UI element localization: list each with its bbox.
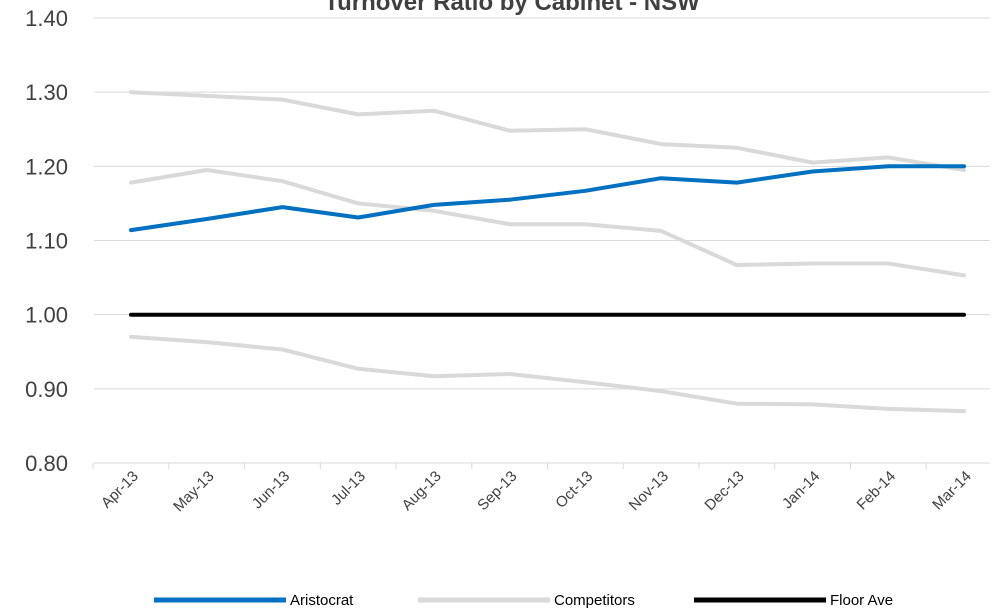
chart-title: Turnover Ratio by Cabinet - NSW bbox=[324, 0, 700, 16]
x-axis: Apr-13 May-13 Jun-13 Jul-13 Aug-13 Sep-13 Oct-… bbox=[92, 462, 990, 515]
x-tick-label: Jul-13 bbox=[328, 468, 369, 509]
y-tick-label: 1.40 bbox=[25, 6, 68, 31]
legend-label-floor-ave: Floor Ave bbox=[830, 592, 893, 609]
series-lines bbox=[129, 90, 966, 414]
x-tick-label: Oct-13 bbox=[552, 468, 596, 512]
x-tick-label: Mar-14 bbox=[929, 468, 975, 514]
series-line-competitors bbox=[129, 168, 966, 278]
x-tick-label: Apr-13 bbox=[98, 468, 142, 512]
series-line-competitors bbox=[129, 334, 966, 414]
y-tick-label: 0.90 bbox=[25, 377, 68, 402]
y-axis-tick-labels: 0.80 0.90 1.00 1.10 1.20 1.30 1.40 bbox=[25, 6, 68, 476]
x-tick-label: Feb-14 bbox=[853, 468, 899, 514]
x-tick-label: May-13 bbox=[170, 468, 217, 515]
series-line-aristocrat bbox=[129, 164, 966, 233]
y-tick-label: 1.30 bbox=[25, 80, 68, 105]
x-tick-label: Dec-13 bbox=[701, 468, 747, 514]
y-tick-label: 1.00 bbox=[25, 303, 68, 328]
x-tick-label: Sep-13 bbox=[474, 468, 520, 514]
legend-label-competitors: Competitors bbox=[554, 592, 635, 609]
gridlines bbox=[94, 17, 990, 390]
x-tick-label: Jan-14 bbox=[779, 468, 823, 512]
x-tick-label: Aug-13 bbox=[399, 468, 445, 514]
y-tick-label: 1.10 bbox=[25, 229, 68, 254]
y-tick-label: 0.80 bbox=[25, 451, 68, 476]
x-tick-label: Jun-13 bbox=[249, 468, 293, 512]
legend-label-aristocrat: Aristocrat bbox=[290, 592, 354, 609]
legend: Aristocrat Competitors Floor Ave bbox=[154, 592, 893, 609]
series-line-competitors bbox=[129, 90, 966, 172]
x-tick-label: Nov-13 bbox=[626, 468, 672, 514]
y-tick-label: 1.20 bbox=[25, 154, 68, 179]
